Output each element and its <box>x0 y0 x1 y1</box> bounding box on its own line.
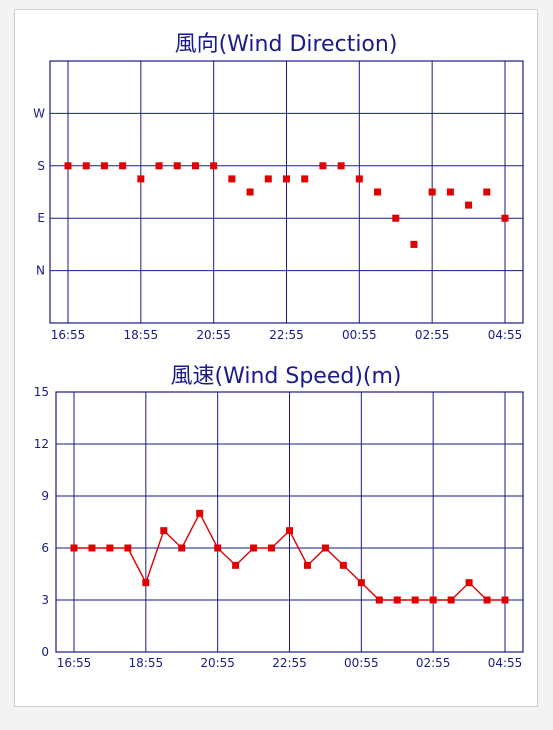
data-point <box>321 544 329 552</box>
data-point <box>214 544 222 552</box>
data-point <box>250 544 258 552</box>
x-tick-label: 00:55 <box>342 328 377 342</box>
wind-direction-title: 風向(Wind Direction) <box>175 32 398 57</box>
data-point <box>64 162 72 170</box>
data-point <box>88 544 96 552</box>
x-tick-label: 02:55 <box>415 328 450 342</box>
y-tick-label: S <box>37 159 45 173</box>
wind-direction-points <box>64 162 509 248</box>
data-point <box>429 596 437 604</box>
wind-speed-grid <box>55 391 524 653</box>
data-point <box>411 596 419 604</box>
data-point <box>232 561 240 569</box>
charts-svg: 風向(Wind Direction) N E S W 16:55 18:55 20:55 2… <box>33 32 524 670</box>
x-tick-label: 22:55 <box>269 328 304 342</box>
data-point <box>393 596 401 604</box>
wind-speed-chart: 風速(Wind Speed)(m) 0 3 6 9 12 15 16:55 18:55 20:… <box>34 364 524 670</box>
data-point <box>286 527 293 535</box>
x-tick-label: 18:55 <box>124 328 159 342</box>
data-point <box>339 561 347 569</box>
data-point <box>446 188 454 196</box>
y-tick-label: W <box>33 106 45 120</box>
x-tick-label: 04:55 <box>488 656 523 670</box>
data-point <box>82 162 90 170</box>
x-tick-label: 02:55 <box>416 656 451 670</box>
y-tick-label: 12 <box>34 437 49 451</box>
y-tick-label: 15 <box>34 385 49 399</box>
data-point <box>191 162 199 170</box>
y-tick-label: 9 <box>41 489 49 503</box>
y-tick-label: N <box>36 264 45 278</box>
data-point <box>196 509 204 517</box>
wind-direction-x-ticks: 16:55 18:55 20:55 22:55 00:55 02:55 04:55 <box>51 328 523 342</box>
data-point <box>268 544 276 552</box>
wind-direction-chart: 風向(Wind Direction) N E S W 16:55 18:55 20:55 2… <box>33 32 524 342</box>
data-point <box>375 596 383 604</box>
data-point <box>283 175 290 183</box>
x-tick-label: 00:55 <box>344 656 379 670</box>
wind-speed-series <box>70 509 509 604</box>
data-point <box>465 201 473 209</box>
y-tick-label: 6 <box>41 541 49 555</box>
data-point <box>357 579 365 587</box>
data-point <box>301 175 309 183</box>
wind-direction-grid <box>49 60 524 324</box>
data-point <box>483 596 491 604</box>
wind-speed-y-ticks: 0 3 6 9 12 15 <box>34 385 49 659</box>
data-point <box>155 162 163 170</box>
y-tick-label: 3 <box>41 593 49 607</box>
x-tick-label: 16:55 <box>57 656 92 670</box>
chart-panel: 風向(Wind Direction) N E S W 16:55 18:55 20:55 2… <box>14 9 538 707</box>
x-tick-label: 04:55 <box>488 328 523 342</box>
x-tick-label: 22:55 <box>272 656 307 670</box>
data-point <box>173 162 181 170</box>
data-point <box>501 596 509 604</box>
data-point <box>160 527 168 535</box>
data-point <box>137 175 145 183</box>
y-tick-label: 0 <box>41 645 49 659</box>
wind-direction-y-ticks: N E S W <box>33 106 45 277</box>
y-tick-label: E <box>37 211 45 225</box>
x-tick-label: 20:55 <box>200 656 235 670</box>
data-point <box>70 544 78 552</box>
data-point <box>124 544 132 552</box>
x-tick-label: 18:55 <box>129 656 164 670</box>
data-point <box>392 214 400 222</box>
data-point <box>319 162 327 170</box>
data-point <box>106 544 114 552</box>
data-point <box>303 561 311 569</box>
x-tick-label: 20:55 <box>196 328 231 342</box>
data-point <box>246 188 254 196</box>
data-point <box>410 240 418 248</box>
data-point <box>100 162 108 170</box>
data-point <box>374 188 382 196</box>
data-point <box>447 596 455 604</box>
data-point <box>337 162 345 170</box>
data-point <box>483 188 491 196</box>
data-point <box>142 579 150 587</box>
data-point <box>178 544 186 552</box>
x-tick-label: 16:55 <box>51 328 86 342</box>
wind-speed-title: 風速(Wind Speed)(m) <box>170 364 401 389</box>
data-point <box>465 579 473 587</box>
data-point <box>228 175 236 183</box>
data-point <box>210 162 218 170</box>
data-point <box>355 175 363 183</box>
wind-speed-x-ticks: 16:55 18:55 20:55 22:55 00:55 02:55 04:55 <box>57 656 523 670</box>
data-point <box>501 214 509 222</box>
data-point <box>264 175 272 183</box>
data-point <box>428 188 436 196</box>
data-point <box>119 162 127 170</box>
